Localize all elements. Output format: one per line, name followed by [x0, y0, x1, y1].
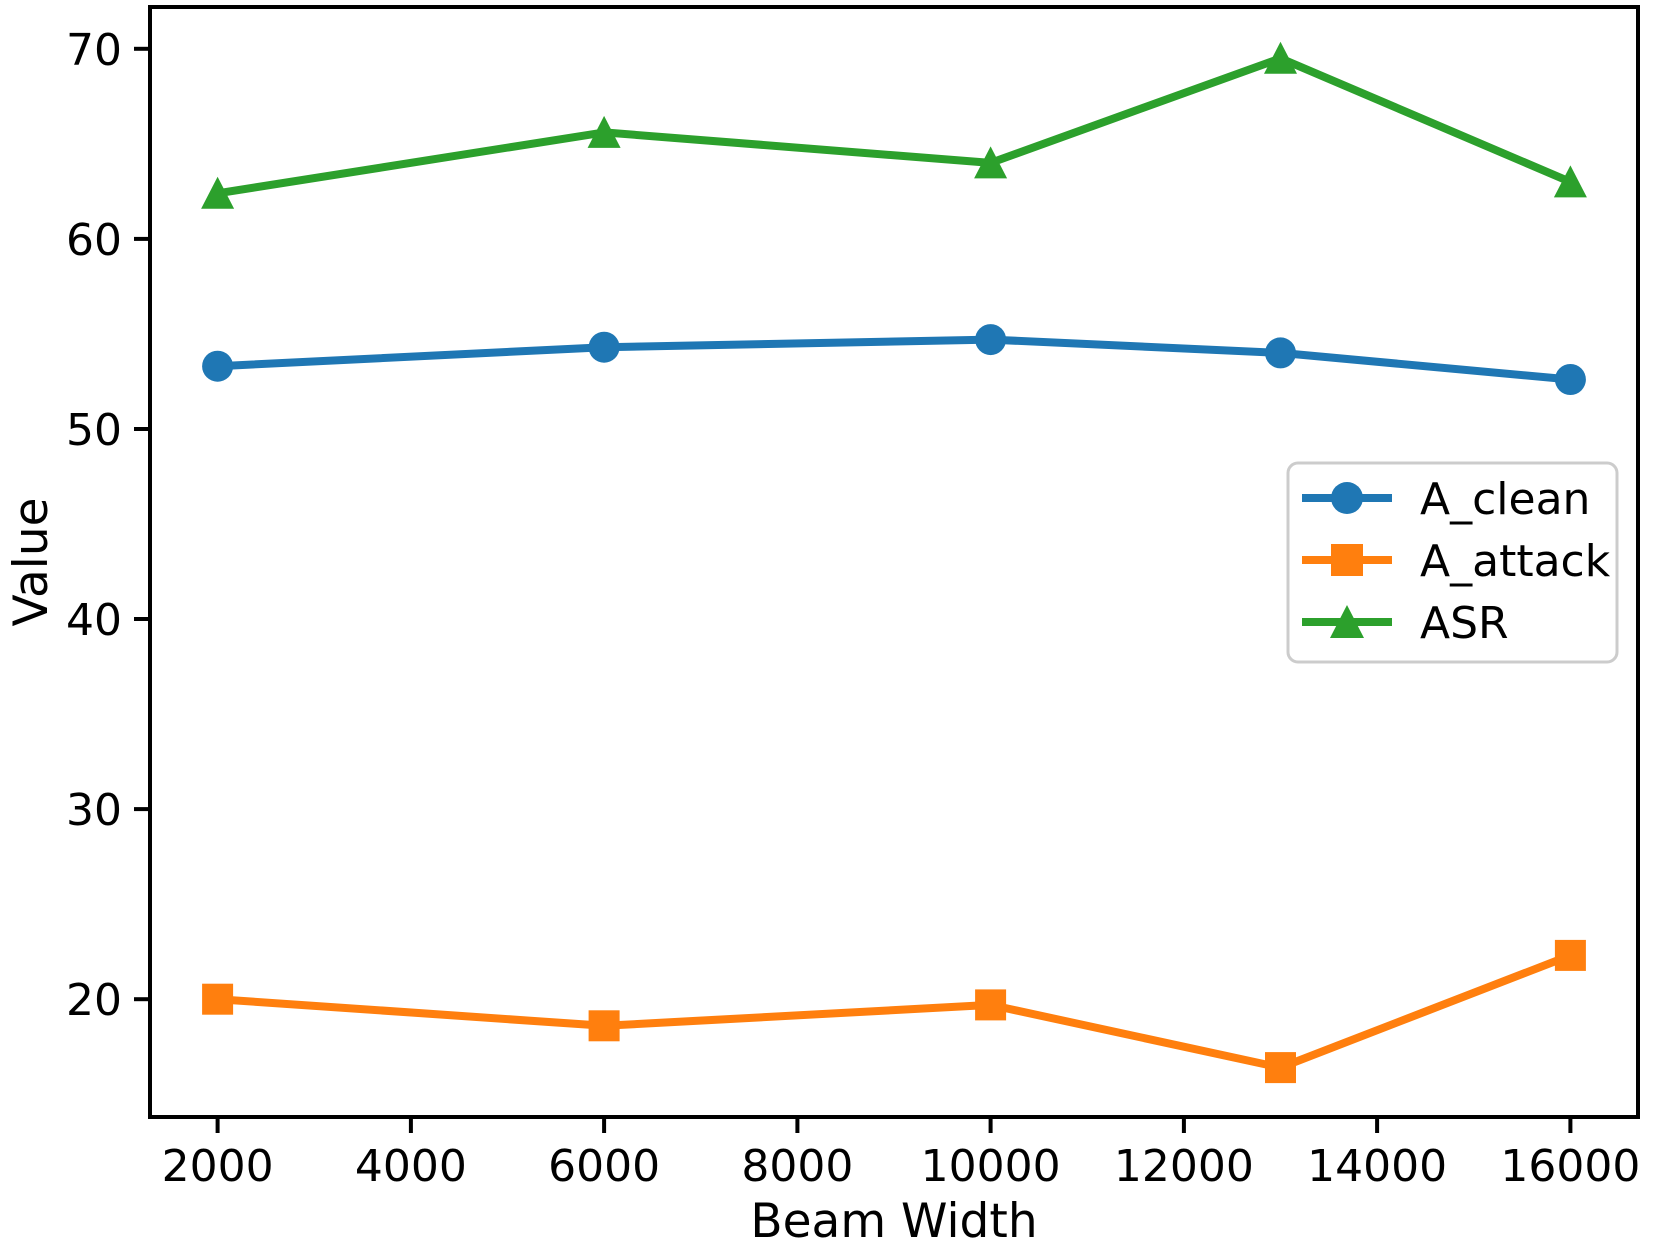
series-line-A_clean — [213, 335, 1575, 384]
data-point-marker-ASR — [587, 115, 621, 148]
data-point-marker-A_attack — [975, 989, 1007, 1021]
legend-entry-A_clean: A_clean — [1302, 474, 1590, 525]
x-tick-label: 6000 — [548, 1141, 660, 1192]
data-point-marker-A_clean — [975, 324, 1007, 356]
legend-label: A_attack — [1420, 536, 1611, 587]
x-tick-label: 16000 — [1500, 1141, 1640, 1192]
legend-box — [1286, 461, 1619, 664]
y-axis: 20 30 40 50 60 70 — [66, 25, 150, 1026]
series-line-A_attack — [213, 951, 1575, 1072]
y-tick-label: 70 — [66, 25, 122, 76]
data-point-marker-ASR — [1264, 41, 1297, 74]
y-tick-label: 60 — [66, 215, 122, 266]
x-axis-title: Beam Width — [750, 1194, 1037, 1249]
x-tick-label: 12000 — [1114, 1141, 1254, 1192]
data-point-marker-ASR — [1553, 165, 1587, 198]
plot-area-frame — [148, 5, 1640, 1119]
series-A_attack — [202, 939, 1586, 1084]
y-tick-label: 50 — [66, 405, 122, 456]
x-tick-label: 8000 — [741, 1141, 853, 1192]
legend-entry-A_attack: A_attack — [1302, 536, 1611, 587]
legend-label: A_clean — [1420, 474, 1590, 525]
x-tick-label: 4000 — [355, 1141, 467, 1192]
y-tick-label: 30 — [66, 785, 122, 836]
data-point-marker-A_clean — [202, 350, 234, 382]
legend-label: ASR — [1420, 598, 1509, 649]
legend-marker-square — [1331, 544, 1363, 576]
y-tick-label: 40 — [66, 595, 122, 646]
x-axis: 2000 4000 6000 8000 10000 12000 14000 16000 — [162, 1117, 1640, 1192]
data-point-marker-A_clean — [1265, 337, 1296, 369]
x-tick-label: 2000 — [162, 1141, 274, 1192]
series-A_clean — [202, 324, 1586, 395]
data-point-marker-A_clean — [588, 331, 620, 363]
data-point-marker-A_attack — [1265, 1052, 1296, 1084]
x-tick-label: 10000 — [921, 1141, 1061, 1192]
legend-marker-triangle — [1330, 605, 1364, 638]
series-line-ASR — [213, 54, 1575, 198]
data-point-marker-A_attack — [588, 1010, 620, 1042]
data-point-marker-A_attack — [1554, 939, 1586, 971]
x-tick-label: 14000 — [1307, 1141, 1447, 1192]
data-point-marker-A_clean — [1554, 364, 1586, 395]
legend-entry-ASR: ASR — [1302, 598, 1509, 649]
series-ASR — [201, 41, 1587, 209]
y-tick-label: 20 — [66, 975, 122, 1026]
data-point-marker-ASR — [974, 146, 1008, 179]
data-point-marker-ASR — [201, 176, 235, 209]
legend: A_clean A_attack ASR — [1286, 461, 1619, 664]
legend-marker-circle — [1331, 482, 1363, 514]
data-point-marker-A_attack — [202, 983, 234, 1015]
y-axis-title: Value — [4, 497, 59, 626]
